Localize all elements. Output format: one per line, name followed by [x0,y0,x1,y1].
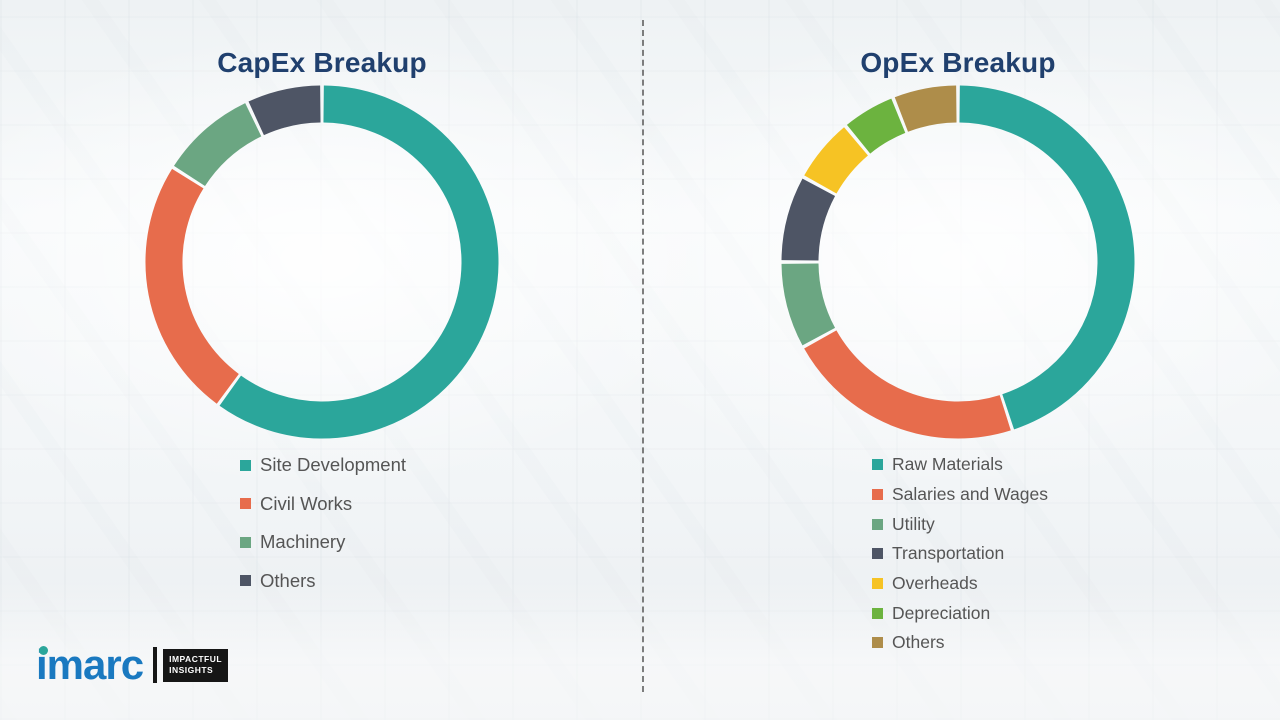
legend-label: Overheads [892,573,978,594]
capex-legend: Site Development Civil Works Machinery Othe… [240,446,406,600]
legend-item: Civil Works [240,485,406,524]
legend-label: Site Development [260,454,407,476]
legend-item: Depreciation [872,598,1048,628]
imarc-logo-text: imarc [36,641,144,688]
imarc-logo: imarc IMPACTFUL INSIGHTS [36,641,229,688]
donut-segment-overheads [781,85,1135,439]
legend-label: Machinery [260,531,346,553]
imarc-tagline-line2: INSIGHTS [169,665,214,676]
legend-label: Salaries and Wages [892,484,1048,505]
imarc-tagline-line1: IMPACTFUL [169,653,223,664]
legend-swatch [872,578,883,590]
opex-donut-chart [781,85,1135,439]
legend-item: Site Development [240,446,406,485]
donut-segment-machinery [145,85,499,439]
legend-swatch [240,498,251,510]
donut-segment-site-development [145,85,499,439]
legend-item: Utility [872,509,1048,539]
imarc-logo-dot-icon [39,646,48,655]
capex-donut-chart [145,85,499,439]
legend-swatch [872,637,883,649]
legend-item: Transportation [872,539,1048,569]
imarc-logo-wordmark: imarc [36,641,144,688]
donut-segment-salaries-and-wages [781,85,1135,439]
legend-swatch [872,607,883,619]
legend-swatch [240,575,251,587]
legend-label: Others [260,569,316,591]
legend-swatch [872,459,883,471]
legend-item: Raw Materials [872,450,1048,480]
legend-item: Others [872,628,1048,658]
legend-swatch [872,518,883,530]
imarc-logo-tagline: IMPACTFUL INSIGHTS [163,648,229,682]
donut-segment-depreciation [781,85,1135,439]
capex-chart-title: CapEx Breakup [217,46,427,78]
donut-segment-others [781,85,1135,439]
opex-legend: Raw Materials Salaries and Wages Utility Tr… [872,450,1048,658]
donut-segment-raw-materials [781,85,1135,439]
legend-label: Depreciation [892,602,991,623]
imarc-logo-divider-bar [153,647,158,684]
opex-chart-title: OpEx Breakup [860,46,1056,78]
legend-label: Civil Works [260,492,353,514]
donut-segment-transportation [781,85,1135,439]
center-dashed-divider [642,20,644,692]
legend-item: Machinery [240,523,406,562]
legend-swatch [240,459,251,471]
legend-label: Others [892,632,945,653]
donut-segment-civil-works [145,85,499,439]
legend-label: Transportation [892,543,1005,564]
legend-swatch [872,489,883,501]
legend-swatch [872,548,883,560]
legend-item: Salaries and Wages [872,480,1048,510]
legend-item: Overheads [872,569,1048,599]
legend-item: Others [240,562,406,601]
donut-segment-others [145,85,499,439]
legend-label: Utility [892,513,935,534]
legend-swatch [240,536,251,548]
legend-label: Raw Materials [892,454,1003,475]
donut-segment-utility [781,85,1135,439]
